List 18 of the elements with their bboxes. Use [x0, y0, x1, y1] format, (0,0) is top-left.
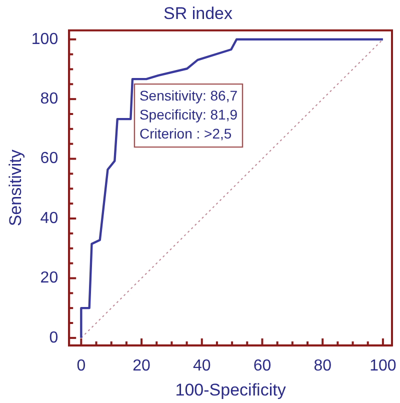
x-tick-label: 40 [192, 357, 211, 374]
annotation: Specificity: 81,9 [139, 106, 238, 122]
x-tick-label: 60 [253, 357, 272, 374]
x-tick-label: 100 [370, 357, 396, 374]
annotation: Criterion : >2,5 [139, 125, 232, 142]
y-tick-label: 60 [40, 150, 58, 168]
annotation: Sensitivity: 86,7 [139, 87, 238, 104]
y-tick-label: 0 [49, 329, 58, 346]
y-tick-label: 80 [40, 90, 58, 108]
x-tick-label: 80 [314, 357, 332, 374]
y-tick-label: 40 [40, 210, 58, 227]
x-tick-label: 20 [132, 357, 151, 374]
x-tick-label: 0 [76, 357, 86, 374]
y-tick-label: 20 [40, 270, 58, 287]
y-tick-label: 100 [31, 30, 58, 48]
y-axis-title: Sensitivity [6, 149, 25, 226]
chart-title: SR index [164, 4, 233, 23]
x-axis-title: 100-Specificity [175, 380, 286, 400]
